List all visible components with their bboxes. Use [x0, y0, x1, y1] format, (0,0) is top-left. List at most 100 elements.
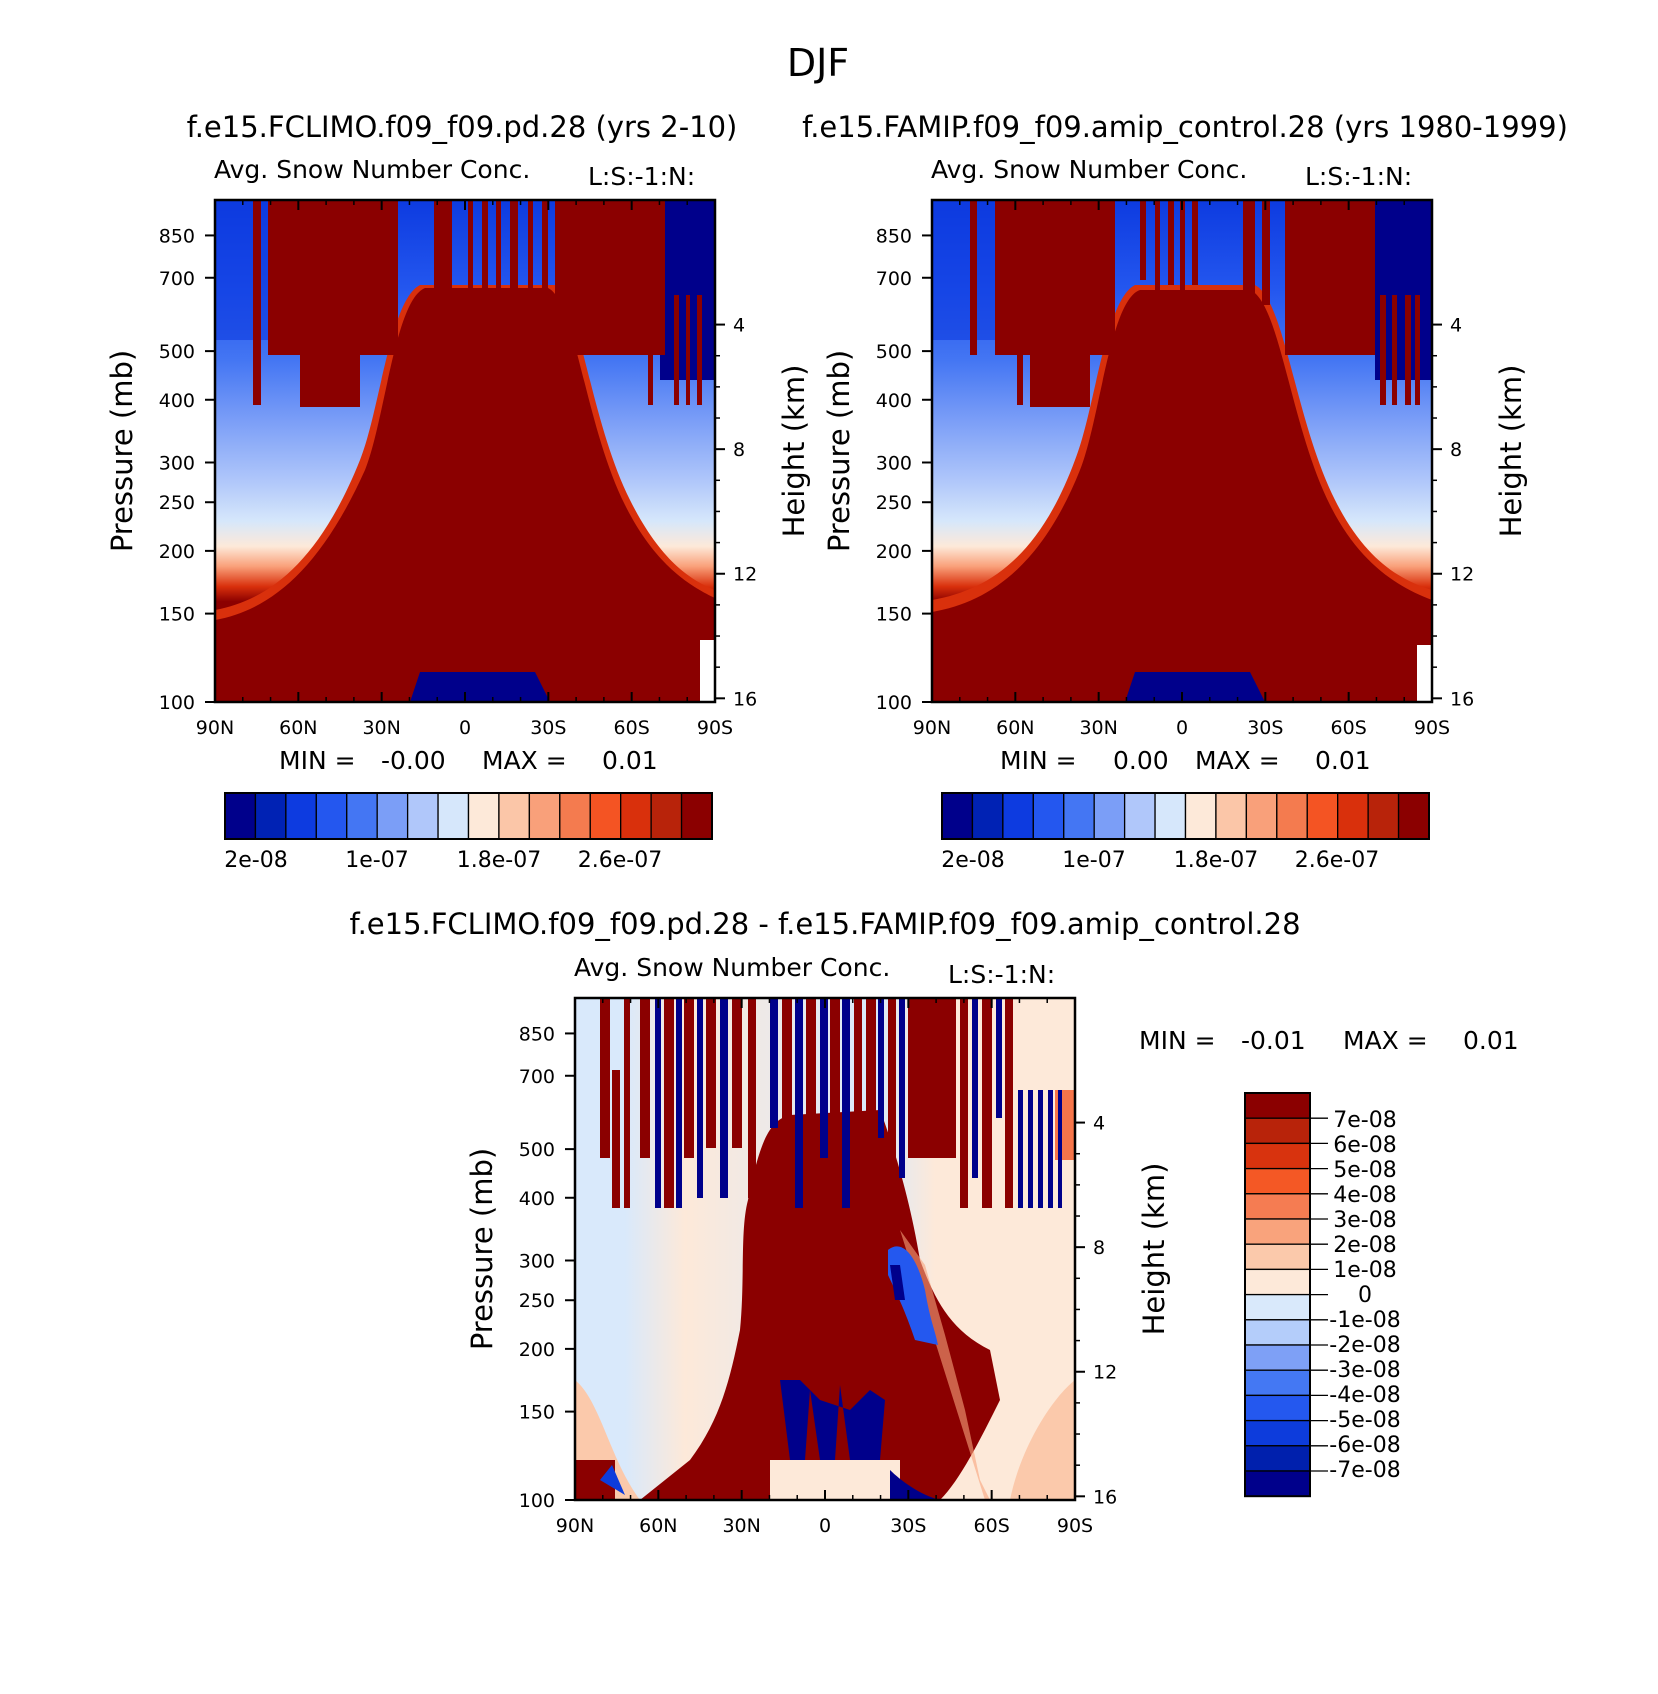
panel-b-level: L:S:-1:N: — [1305, 162, 1412, 191]
panel-b-ytick-label: 400 — [876, 390, 912, 412]
panel-a-xtick-label: 60N — [279, 717, 317, 739]
panel-b-colorbar-box — [1276, 792, 1308, 840]
panel-c-cb-label: -5e-08 — [1329, 1408, 1400, 1433]
panel-c-cb-label: -2e-08 — [1329, 1333, 1400, 1358]
panel-b-y2tick-label: 16 — [1450, 688, 1474, 710]
panel-b-field — [932, 200, 1432, 702]
panel-a-ytick-label: 700 — [159, 268, 195, 290]
panel-a-min-value: -0.00 — [381, 746, 446, 775]
panel-a-ytick-label: 100 — [159, 692, 195, 714]
panel-a-colorbar-frame — [224, 792, 713, 840]
panel-b-ytick-label: 100 — [876, 692, 912, 714]
panel-c: f.e15.FCLIMO.f09_f09.pd.28 - f.e15.FAMIP… — [349, 907, 1518, 1537]
panel-c-colorbar-box — [1244, 1268, 1311, 1296]
panel-c-y2tick-label: 8 — [1093, 1237, 1105, 1259]
panel-c-cb-label: 4e-08 — [1333, 1183, 1396, 1208]
panel-a-variable: Avg. Snow Number Conc. — [214, 155, 530, 184]
panel-c-cb-label: -6e-08 — [1329, 1433, 1400, 1458]
panel-c-ytick-label: 200 — [519, 1339, 555, 1361]
panel-c-cb-label: 7e-08 — [1333, 1108, 1396, 1133]
panel-a-xtick-label: 90N — [196, 717, 234, 739]
panel-b-ytick-label: 300 — [876, 452, 912, 474]
panel-c-axes: 90N 60N 30N 0 30S 60S 90S 100 150 200 250 300 400 500… — [519, 998, 1117, 1537]
panel-a-colorbar-box — [406, 792, 439, 840]
panel-a-max-value: 0.01 — [602, 746, 658, 775]
panel-a-colorbar-box — [620, 792, 652, 840]
panel-b-xtick-label: 30S — [1247, 717, 1283, 739]
panel-c-xtick-label: 90N — [556, 1515, 594, 1537]
panel-c-cb-label: 3e-08 — [1333, 1208, 1396, 1233]
panel-c-variable: Avg. Snow Number Conc. — [574, 953, 890, 982]
page-title: DJF — [787, 41, 849, 85]
panel-b-colorbar-box — [1063, 792, 1095, 840]
panel-a-axes: 90N 60N 30N 0 30S 60S 90S 100 150 200 250 300 400 500… — [159, 200, 757, 739]
panel-b-xtick-label: 60S — [1331, 717, 1367, 739]
panel-a-colorbar-box — [285, 792, 317, 840]
panel-a-y2tick-label: 12 — [733, 564, 757, 586]
panel-a-ytick-label: 150 — [159, 604, 195, 626]
panel-c-colorbar-box — [1244, 1394, 1311, 1422]
panel-b-colorbar-box — [971, 792, 1004, 840]
panel-b-ytick-label: 200 — [876, 541, 912, 563]
panel-b-colorbar-box — [1397, 792, 1430, 840]
panel-b: f.e15.FAMIP.f09_f09.amip_control.28 (yrs… — [802, 110, 1568, 873]
panel-a-xtick-label: 60S — [614, 717, 650, 739]
panel-a-y2tick-label: 16 — [733, 688, 757, 710]
panel-a-colorbar-box — [254, 792, 287, 840]
panel-c-colorbar-box — [1244, 1193, 1311, 1220]
panel-a-colorbar-box — [589, 792, 622, 840]
panel-c-colorbar-box — [1244, 1470, 1311, 1497]
panel-c-max-label: MAX = — [1343, 1026, 1428, 1055]
panel-c-y2tick-label: 16 — [1093, 1486, 1117, 1508]
panel-b-colorbar-box — [1002, 792, 1034, 840]
panel-c-max-value: 0.01 — [1463, 1026, 1519, 1055]
panel-c-colorbar-box — [1244, 1445, 1311, 1472]
panel-c-y2tick-label: 12 — [1093, 1362, 1117, 1384]
panel-b-colorbar-box — [941, 792, 974, 840]
panel-b-colorbar-box — [1367, 792, 1400, 840]
panel-a-xtick-label: 30S — [530, 717, 566, 739]
panel-b-y2tick-label: 4 — [1450, 315, 1462, 337]
panel-c-xtick-label: 30S — [890, 1515, 926, 1537]
panel-c-cb-label: 6e-08 — [1333, 1133, 1396, 1158]
panel-c-colorbar-box — [1244, 1142, 1311, 1170]
panel-b-xtick-label: 90S — [1414, 717, 1450, 739]
panel-b-min-label: MIN = — [1000, 746, 1077, 775]
panel-c-ylabel: Pressure (mb) — [465, 1148, 499, 1350]
panel-c-cb-label: -7e-08 — [1329, 1458, 1400, 1483]
panel-c-level: L:S:-1:N: — [948, 960, 1055, 989]
panel-c-xtick-label: 0 — [819, 1515, 831, 1537]
panel-b-max-value: 0.01 — [1315, 746, 1371, 775]
panel-a-xtick-label: 0 — [459, 717, 471, 739]
panel-a-min-label: MIN = — [279, 746, 356, 775]
panel-c-ytick-label: 400 — [519, 1188, 555, 1210]
panel-a-ytick-label: 250 — [159, 492, 195, 514]
panel-a-colorbar-box — [559, 792, 591, 840]
panel-a-y2tick-label: 4 — [733, 315, 745, 337]
panel-b-xtick-label: 60N — [996, 717, 1034, 739]
panel-b-ytick-label: 700 — [876, 268, 912, 290]
panel-a-title: f.e15.FCLIMO.f09_f09.pd.28 (yrs 2-10) — [187, 110, 738, 144]
panel-a-ytick-label: 400 — [159, 390, 195, 412]
panel-b-cb-label: 2.6e-07 — [1295, 848, 1379, 873]
panel-a-colorbar-box — [224, 792, 257, 840]
panel-b-y2tick-label: 8 — [1450, 439, 1462, 461]
panel-c-ytick-label: 100 — [519, 1490, 555, 1512]
panel-a-max-label: MAX = — [482, 746, 567, 775]
panel-b-cb-label: 1e-07 — [1062, 848, 1125, 873]
panel-b-colorbar-box — [1306, 792, 1339, 840]
panel-c-colorbar-box — [1244, 1344, 1311, 1371]
panel-b-ylabel: Pressure (mb) — [822, 350, 856, 552]
panel-b-cb-label: 2e-08 — [941, 848, 1004, 873]
panel-a-colorbar-box — [650, 792, 683, 840]
panel-a-cb-label: 2.6e-07 — [578, 848, 662, 873]
panel-b-colorbar-box — [1154, 792, 1187, 840]
panel-c-colorbar — [1244, 1092, 1328, 1498]
panel-a-ytick-label: 300 — [159, 452, 195, 474]
panel-c-ytick-label: 850 — [519, 1023, 555, 1045]
panel-c-ytick-label: 700 — [519, 1066, 555, 1088]
panel-c-field — [575, 998, 1075, 1500]
panel-c-colorbar-box — [1244, 1117, 1311, 1145]
panel-c-title: f.e15.FCLIMO.f09_f09.pd.28 - f.e15.FAMIP… — [349, 907, 1300, 941]
